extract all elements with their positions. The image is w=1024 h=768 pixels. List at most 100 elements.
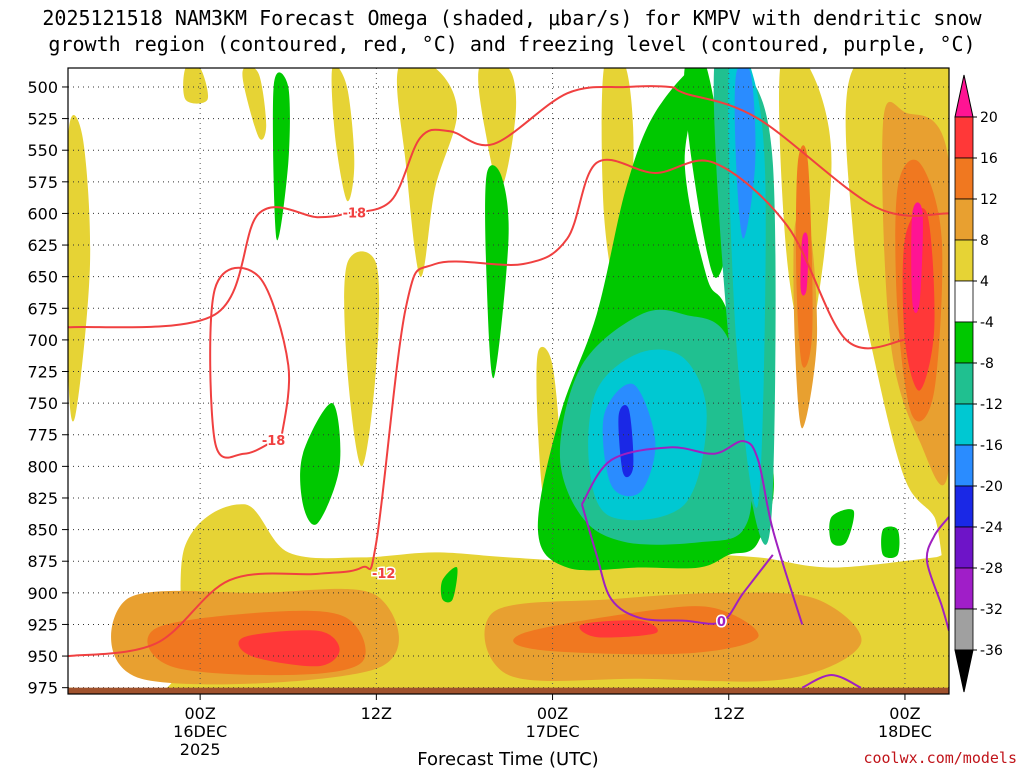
colorbar-swatch-3	[954, 239, 974, 282]
y-tick-label-750: 750	[27, 394, 58, 413]
dgz-contour-label-0: -18	[343, 206, 367, 221]
colorbar-top-arrow	[954, 74, 974, 118]
colorbar-bottom-arrow	[954, 649, 974, 693]
omega-region-2	[242, 68, 267, 140]
omega-region-25	[272, 72, 290, 241]
colorbar-swatch-0	[954, 116, 974, 159]
omega-region-3	[331, 68, 355, 202]
colorbar-swatch-7	[954, 403, 974, 446]
colorbar-swatch-6	[954, 362, 974, 405]
x-tick-label-48-0: 00Z	[889, 704, 920, 723]
colorbar-swatch-1	[954, 157, 974, 200]
chart-title-line-2: growth region (contoured, red, °C) and f…	[48, 32, 975, 56]
y-tick-label-575: 575	[27, 173, 58, 192]
colorbar-label-10: -24	[980, 520, 1003, 536]
omega-region-27	[485, 165, 509, 379]
y-tick-label-600: 600	[27, 204, 58, 223]
dgz-contour-label-2: -12	[372, 567, 396, 582]
y-tick-label-825: 825	[27, 489, 58, 508]
colorbar-label-2: 12	[980, 192, 998, 208]
colorbar-swatch-2	[954, 198, 974, 241]
omega-region-39	[618, 404, 634, 478]
x-tick-label-48-1: 18DEC	[878, 722, 932, 741]
omega-region-20	[238, 630, 340, 667]
colorbar-swatch-12	[954, 608, 974, 651]
credit-text: coolwx.com/models	[863, 749, 1017, 767]
y-tick-label-925: 925	[27, 615, 58, 634]
omega-region-38	[734, 68, 756, 239]
x-tick-label-24-1: 17DEC	[526, 722, 580, 741]
grid	[68, 68, 949, 694]
y-tick-label-725: 725	[27, 363, 58, 382]
y-tick-label-900: 900	[27, 584, 58, 603]
colorbar-swatch-8	[954, 444, 974, 487]
colorbar-label-13: -36	[980, 643, 1003, 659]
omega-region-30	[684, 68, 729, 278]
y-tick-label-625: 625	[27, 236, 58, 255]
y-tick-label-550: 550	[27, 141, 58, 160]
y-tick-label-775: 775	[27, 426, 58, 445]
colorbar-label-3: 8	[980, 233, 989, 249]
omega-region-23	[800, 232, 809, 296]
colorbar-swatch-11	[954, 567, 974, 610]
colorbar-swatch-9	[954, 485, 974, 528]
colorbar-swatch-4	[954, 280, 974, 323]
y-tick-label-500: 500	[27, 78, 58, 97]
colorbar-label-9: -20	[980, 479, 1003, 495]
omega-region-26	[300, 403, 341, 525]
omega-region-21	[579, 620, 658, 638]
y-tick-label-875: 875	[27, 552, 58, 571]
y-tick-label-950: 950	[27, 647, 58, 666]
chart-title-line-1: 2025121518 NAM3KM Forecast Omega (shaded…	[42, 6, 982, 30]
y-tick-label-525: 525	[27, 110, 58, 129]
y-tick-label-975: 975	[27, 679, 58, 698]
omega-region-1	[183, 68, 209, 104]
omega-region-8	[344, 251, 380, 467]
plot-frame	[67, 67, 950, 695]
omega-region-4	[396, 68, 458, 277]
dgz-contour-1	[209, 266, 291, 459]
y-tick-label-800: 800	[27, 457, 58, 476]
freezing-contour-3	[925, 516, 949, 632]
colorbar-swatch-5	[954, 321, 974, 364]
omega-region-24	[911, 202, 923, 314]
colorbar-label-7: -12	[980, 397, 1003, 413]
omega-region-32	[881, 526, 900, 559]
x-tick-label-0-0: 00Z	[184, 704, 215, 723]
omega-region-7	[68, 115, 91, 422]
freezing-contour-2	[801, 673, 862, 689]
colorbar-label-11: -28	[980, 561, 1003, 577]
omega-region-28	[440, 566, 458, 603]
colorbar-swatch-10	[954, 526, 974, 569]
colorbar-label-5: -4	[980, 315, 994, 331]
x-tick-label-0-2: 2025	[180, 740, 221, 759]
omega-region-31	[829, 509, 855, 546]
x-tick-label-24-0: 00Z	[537, 704, 568, 723]
dgz-contour-2	[68, 158, 906, 658]
terrain-band	[68, 687, 949, 694]
colorbar-label-1: 16	[980, 151, 998, 167]
colorbar-label-0: 20	[980, 110, 998, 126]
x-tick-label-0-1: 16DEC	[173, 722, 227, 741]
colorbar-label-4: 4	[980, 274, 989, 290]
y-axis-ticks: 500 525 550 575 600 625 650 675 700 725 750 775 800 8…	[27, 78, 68, 698]
x-tick-label-36-0: 12Z	[713, 704, 744, 723]
freezing-contour-1	[580, 504, 774, 625]
dgz-contour-label-1: -18	[262, 434, 286, 449]
y-tick-label-650: 650	[27, 268, 58, 287]
omega-region-5	[478, 68, 517, 189]
y-tick-label-675: 675	[27, 299, 58, 318]
freezing-contour-label-1: 0	[717, 615, 726, 630]
omega-shading	[68, 68, 949, 694]
dgz-contour-0	[68, 85, 949, 329]
colorbar-label-12: -32	[980, 602, 1003, 618]
colorbar-label-6: -8	[980, 356, 994, 372]
colorbar: 20 16 12 8 4 -4 -8 -12 -16 -20 -24 -28 -32 -36	[954, 74, 1003, 693]
x-tick-label-12-0: 12Z	[361, 704, 392, 723]
colorbar-label-8: -16	[980, 438, 1003, 454]
freezing-contour-0	[581, 440, 804, 625]
